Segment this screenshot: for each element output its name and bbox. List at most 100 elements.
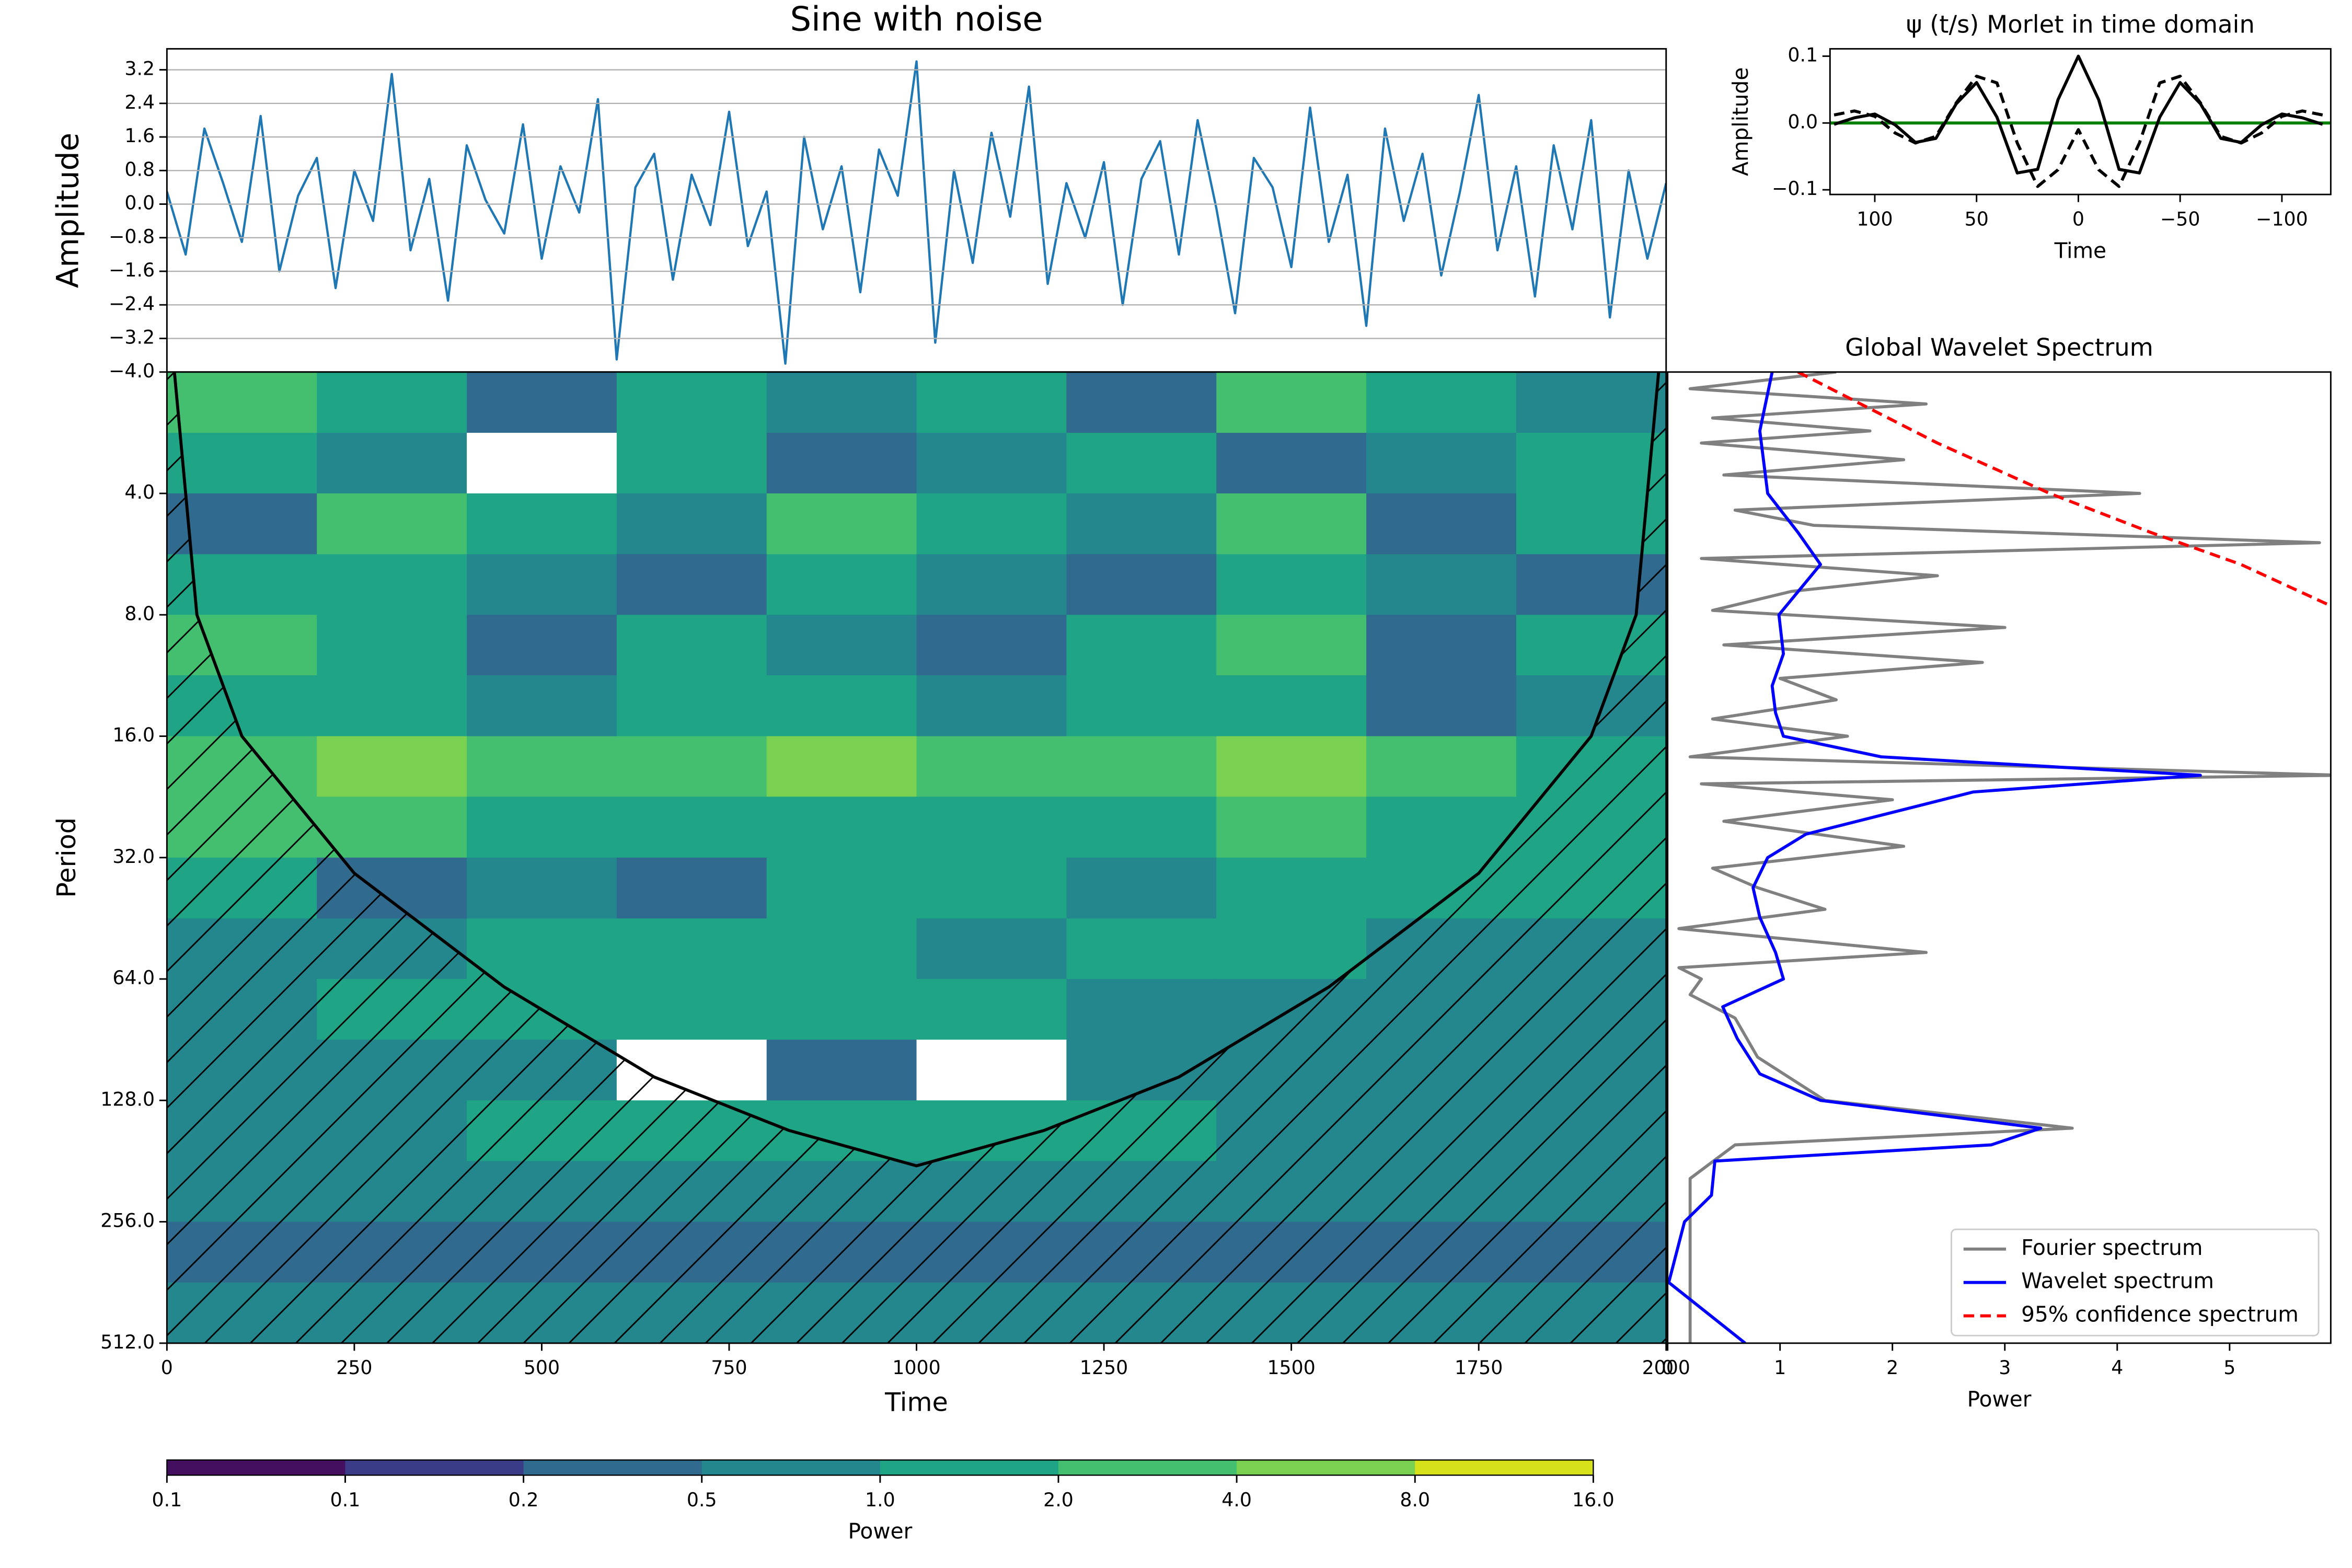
y-tick-label: 0.0 <box>124 192 155 214</box>
axes-frame <box>1667 371 2332 1344</box>
power-cell <box>1216 675 1367 737</box>
power-cell <box>467 615 618 676</box>
power-cell <box>766 797 917 859</box>
chart-title: Sine with noise <box>790 1 1043 39</box>
power-cell <box>167 493 318 555</box>
power-cell <box>467 493 618 555</box>
colorbar-label: Power <box>848 1519 912 1544</box>
power-cell <box>1366 493 1517 555</box>
power-cell <box>1516 372 1666 434</box>
plot-area <box>167 60 1666 365</box>
colorbar-segment <box>523 1460 702 1475</box>
y-tick-label: 1.6 <box>124 124 155 147</box>
x-tick-label: 250 <box>336 1356 372 1379</box>
x-tick-label: 1750 <box>1455 1356 1503 1379</box>
power-cell <box>766 554 917 616</box>
y-tick-label: −3.2 <box>109 326 155 349</box>
power-cell <box>1066 372 1217 434</box>
power-cell <box>766 615 917 676</box>
power-cell <box>1216 554 1367 616</box>
power-cell <box>916 1040 1067 1101</box>
colorbar-segment <box>701 1460 881 1475</box>
power-cell <box>1216 372 1367 434</box>
power-cell <box>766 675 917 737</box>
power-cell <box>1066 615 1217 676</box>
power-cell <box>916 554 1067 616</box>
x-tick-label: 5 <box>2223 1356 2235 1379</box>
colorbar-tick-label: 0.5 <box>687 1489 717 1511</box>
y-tick-label: −4.0 <box>109 360 155 382</box>
y-tick-label: 8.0 <box>124 602 155 625</box>
power-cell <box>1216 615 1367 676</box>
axes-frame <box>1829 48 2332 195</box>
x-tick-label: −100 <box>2256 207 2308 230</box>
power-cell <box>616 675 768 737</box>
power-cell <box>616 857 768 919</box>
power-cell <box>467 433 618 494</box>
power-cell <box>1216 736 1367 798</box>
power-cell <box>467 372 618 434</box>
y-tick-label: 512.0 <box>100 1331 155 1353</box>
colorbar-tick-label: 8.0 <box>1400 1489 1430 1511</box>
x-tick-label: 100 <box>1857 207 1893 230</box>
power-cell <box>467 675 618 737</box>
power-cell <box>916 736 1067 798</box>
power-cell <box>317 797 468 859</box>
y-tick-label: 2.4 <box>124 91 155 113</box>
colorbar-tick-label: 4.0 <box>1221 1489 1252 1511</box>
power-cell <box>766 1040 917 1101</box>
y-tick-label: 64.0 <box>112 966 155 989</box>
colorbar-segment <box>1058 1460 1237 1475</box>
x-tick-label: 500 <box>524 1356 560 1379</box>
power-cell <box>167 372 318 434</box>
power-cell <box>616 493 768 555</box>
plot-area <box>1830 54 2331 188</box>
x-tick-label: 0 <box>1662 1356 1674 1379</box>
colorbar-tick-label: 0.1 <box>330 1489 361 1511</box>
power-cell <box>317 675 468 737</box>
chart-title: ψ (t/s) Morlet in time domain <box>1906 10 2255 38</box>
x-tick-label: 2000 <box>1642 1356 1690 1379</box>
x-tick-label: 1000 <box>892 1356 940 1379</box>
power-cell <box>766 918 917 980</box>
colorbar-segment <box>345 1460 524 1475</box>
power-cell <box>317 554 468 616</box>
y-tick-label: 3.2 <box>124 57 155 80</box>
plot-area <box>167 372 1666 1343</box>
power-cell <box>916 493 1067 555</box>
power-cell <box>1216 433 1367 494</box>
power-cell <box>1066 918 1217 980</box>
power-cell <box>467 857 618 919</box>
power-cell <box>1366 797 1517 859</box>
coi-line <box>172 372 1661 1168</box>
y-tick-label: 0.1 <box>1788 43 1818 66</box>
power-cell <box>1366 372 1517 434</box>
colorbar-segment <box>1415 1460 1594 1475</box>
series-line <box>167 60 1666 365</box>
series-line <box>1834 74 2323 188</box>
legend-label: Wavelet spectrum <box>2021 1269 2214 1294</box>
x-axis-label: Power <box>1967 1387 2032 1412</box>
y-tick-label: −1.6 <box>109 259 155 281</box>
colorbar-tick-label: 1.0 <box>865 1489 895 1511</box>
colorbar-segment <box>880 1460 1059 1475</box>
y-tick-label: 16.0 <box>112 724 155 746</box>
power-cell <box>1066 493 1217 555</box>
y-axis-label: Amplitude <box>50 133 86 288</box>
y-tick-label: −0.1 <box>1772 177 1818 200</box>
power-cell <box>916 918 1067 980</box>
x-tick-label: 750 <box>711 1356 747 1379</box>
colorbar-segment <box>1237 1460 1416 1475</box>
chart-title: Global Wavelet Spectrum <box>1845 333 2153 362</box>
power-cell <box>317 372 468 434</box>
power-cell <box>766 493 917 555</box>
power-cell <box>766 979 917 1041</box>
power-cell <box>1066 797 1217 859</box>
x-axis-label: Time <box>884 1387 948 1417</box>
power-cell <box>1216 493 1367 555</box>
power-cell <box>1516 433 1666 494</box>
power-cell <box>766 433 917 494</box>
power-cell <box>1366 675 1517 737</box>
